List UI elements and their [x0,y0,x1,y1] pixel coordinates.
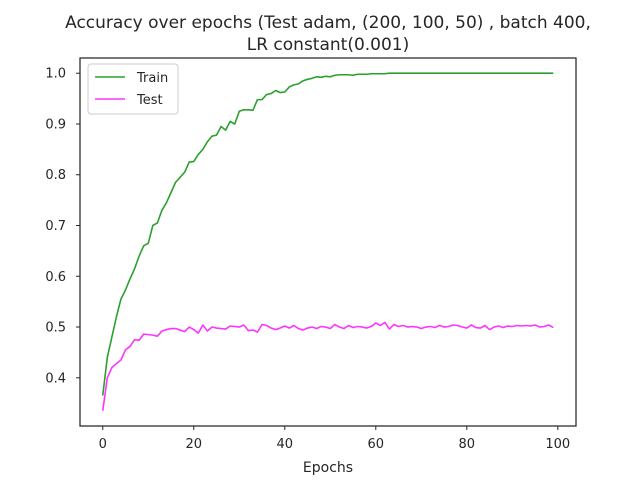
plot-frame [79,57,577,427]
y-tick-label: 0.6 [45,270,66,285]
legend-test-label: Test [136,93,163,108]
x-tick-label: 80 [459,437,476,452]
y-tick-label: 0.7 [45,219,66,234]
x-axis: 0 20 40 60 80 100 [99,426,570,452]
y-axis: 0.4 0.5 0.6 0.7 0.8 0.9 1.0 [45,67,80,386]
x-tick-label: 0 [99,437,107,452]
chart-title-line-1: Accuracy over epochs (Test adam, (200, 1… [65,13,591,33]
series-line-train [101,72,554,396]
legend-train-label: Train [136,71,168,86]
x-tick-label: 20 [185,437,202,452]
y-tick-label: 0.5 [45,321,66,336]
series-layer [101,72,554,411]
x-tick-label: 40 [276,437,293,452]
y-tick-label: 0.8 [45,168,66,183]
y-tick-label: 1.0 [45,67,66,82]
x-axis-label: Epochs [303,460,353,476]
y-tick-label: 0.4 [45,371,66,386]
chart-title-line-2: LR constant(0.001) [247,35,410,55]
y-tick-label: 0.9 [45,117,66,132]
x-tick-label: 100 [545,437,570,452]
x-tick-label: 60 [368,437,385,452]
legend: Train Test [87,63,179,115]
series-line-test [101,321,554,411]
